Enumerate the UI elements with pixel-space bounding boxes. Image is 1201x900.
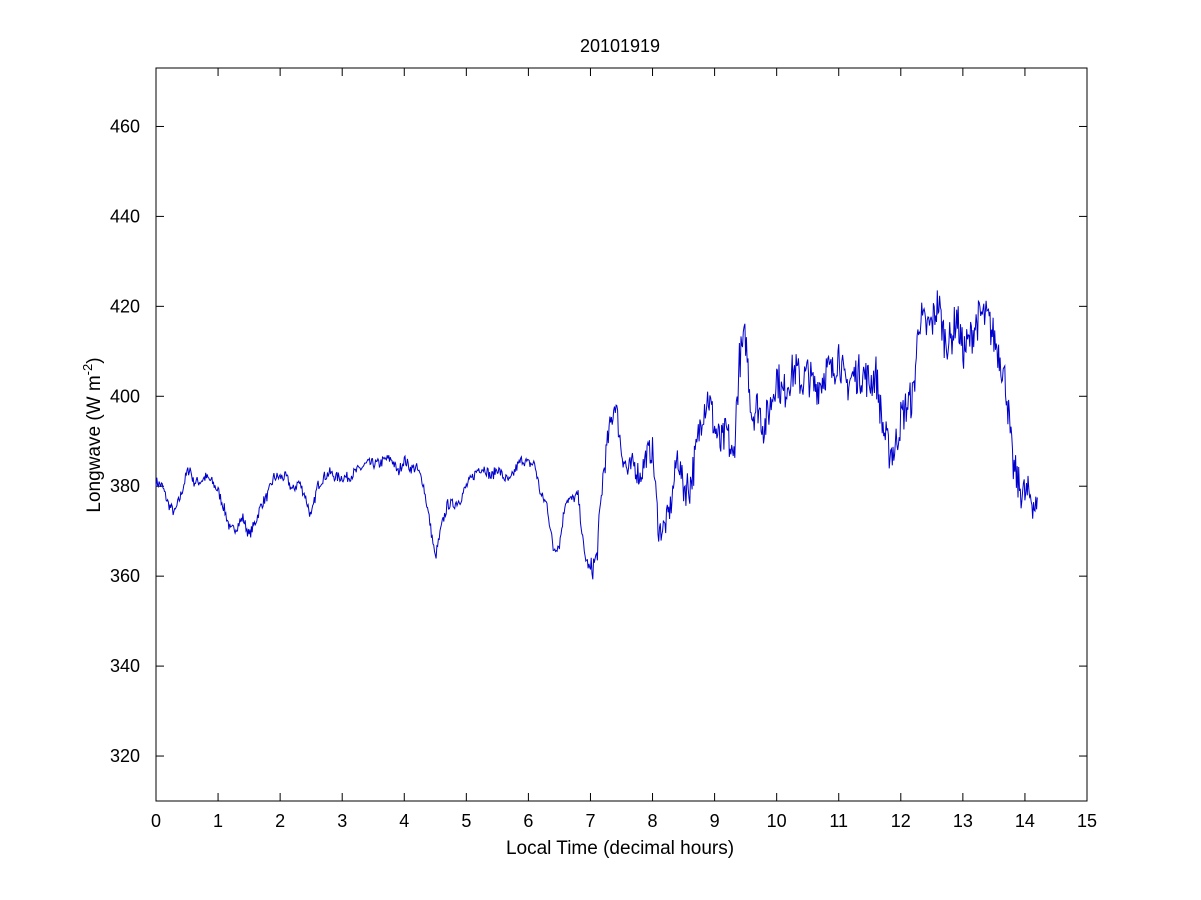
x-tick-label: 9 [710,811,720,831]
axis-ticks [155,68,1088,801]
y-axis-label: Longwave (W m-2) [80,357,105,512]
x-tick-label: 5 [461,811,471,831]
x-tick-label: 14 [1015,811,1035,831]
x-tick-label: 10 [767,811,787,831]
x-tick-label: 3 [337,811,347,831]
x-tick-label: 2 [275,811,285,831]
y-tick-label: 360 [110,566,140,586]
plot-area [155,67,1088,802]
x-tick-label: 12 [891,811,911,831]
x-tick-label: 13 [953,811,973,831]
x-tick-label: 7 [585,811,595,831]
x-tick-label: 6 [523,811,533,831]
x-tick-label: 15 [1077,811,1097,831]
axis-tick-labels: 0 1 2 3 4 5 6 7 8 9 10 11 12 13 14 15320340360380400420… [110,116,1097,831]
y-tick-label: 320 [110,746,140,766]
y-tick-label: 440 [110,206,140,226]
y-tick-label: 400 [110,386,140,406]
x-tick-label: 11 [829,811,848,831]
x-tick-label: 0 [151,811,161,831]
x-tick-label: 4 [399,811,409,831]
x-tick-label: 1 [213,811,223,831]
y-axis-label-close: ) [84,357,105,363]
y-tick-label: 340 [110,656,140,676]
chart-title: 20101919 [580,36,660,56]
y-tick-label: 380 [110,476,140,496]
longwave-series-line [155,290,1038,580]
y-tick-label: 420 [110,296,140,316]
y-axis-label-main: Longwave (W m [84,375,105,512]
x-tick-label: 8 [648,811,658,831]
y-axis-label-superscript: -2 [80,364,95,376]
y-tick-label: 460 [110,116,140,136]
x-axis-label: Local Time (decimal hours) [506,838,734,859]
